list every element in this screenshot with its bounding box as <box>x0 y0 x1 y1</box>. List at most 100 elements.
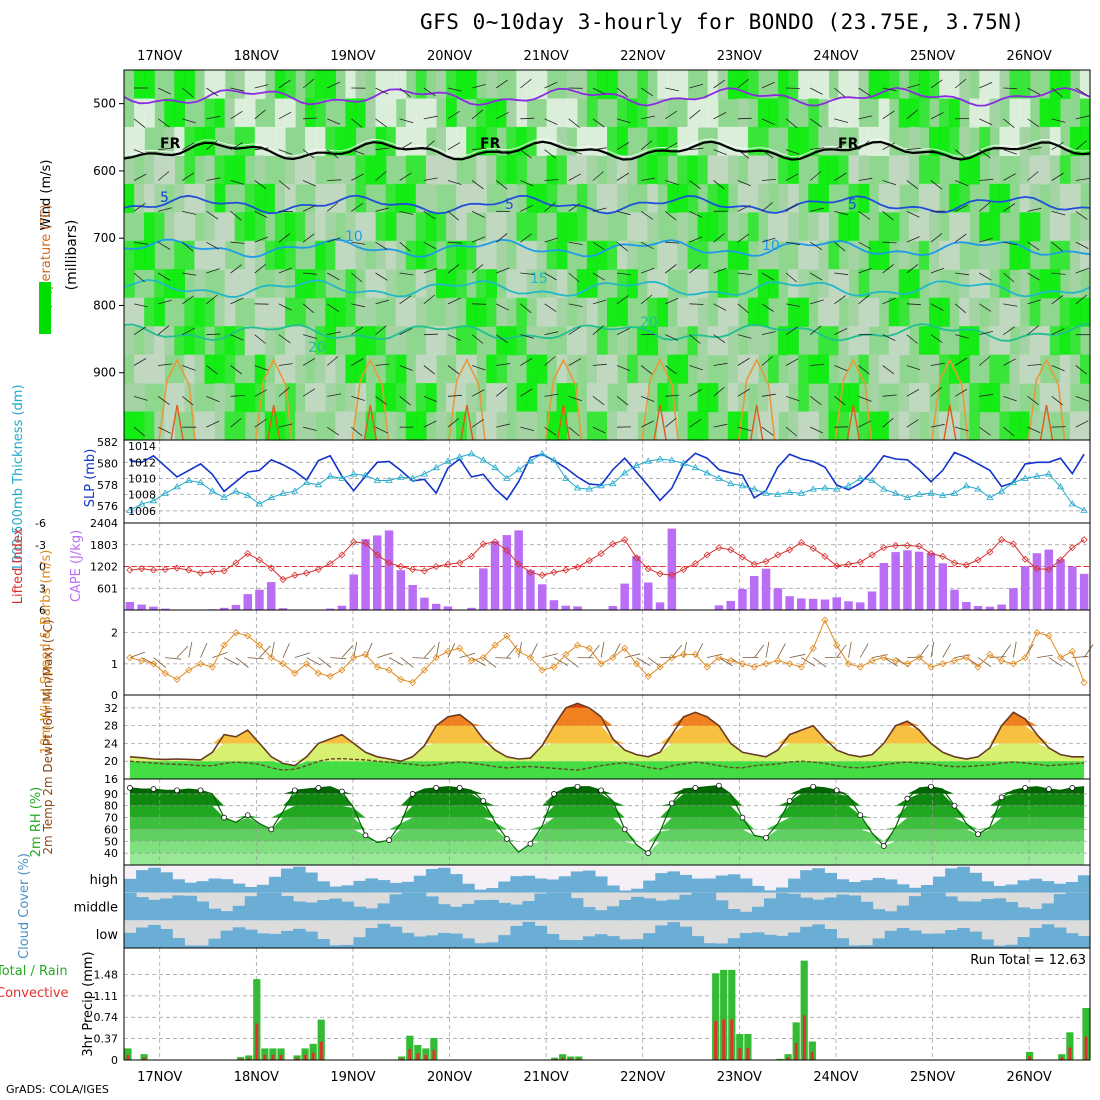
rh-point <box>315 785 322 791</box>
cloud-bar <box>908 887 922 893</box>
rh-cell <box>596 411 608 441</box>
wind-barb <box>761 331 776 336</box>
wind-speed-point <box>491 641 499 649</box>
rh-cell <box>939 383 950 413</box>
thickness-point <box>408 474 417 481</box>
cloud-bar <box>582 907 596 921</box>
wind-barb <box>1036 654 1053 658</box>
rh-cell <box>596 354 608 384</box>
cape-bar <box>773 588 783 610</box>
wind-barb <box>157 171 170 181</box>
date-label-bottom: 26NOV <box>1007 1070 1052 1085</box>
wind-barb <box>592 396 605 406</box>
rh-cell <box>929 212 940 242</box>
wind-barb <box>206 140 218 150</box>
rh-cell <box>164 269 175 299</box>
cloud-bar <box>196 945 209 948</box>
rh-cell <box>556 297 568 327</box>
wind-barb <box>496 149 510 155</box>
rh-cell <box>858 269 870 299</box>
cloud-bar <box>546 892 560 921</box>
rh-point <box>197 787 204 794</box>
rh-cell <box>536 70 548 100</box>
rh-cell <box>254 126 266 156</box>
rh-cell <box>607 183 618 213</box>
rh-cell <box>808 411 819 441</box>
rh-cell <box>144 411 155 441</box>
rh-cell <box>506 155 518 185</box>
cloud-bar <box>220 879 234 893</box>
wind-barb <box>979 394 994 397</box>
lifted-index-point <box>621 536 629 544</box>
wind-barb <box>399 295 412 305</box>
wind-speed-point <box>361 650 370 659</box>
contour-label: 20 <box>640 315 658 331</box>
cape-bar <box>1021 566 1030 610</box>
rh-cell <box>1039 383 1051 413</box>
rh-band <box>129 793 1085 806</box>
rh-cell <box>1019 155 1031 185</box>
rh-point <box>833 787 840 794</box>
wind-barb <box>495 386 508 397</box>
rh-cell <box>556 269 568 299</box>
rh-cell <box>999 183 1011 213</box>
cloud-bar <box>619 939 632 948</box>
wind-barb <box>447 110 460 120</box>
rh-cell <box>305 383 316 413</box>
precip-bar <box>551 1057 559 1060</box>
rh-cell <box>1069 183 1081 213</box>
convective-bar <box>311 1052 315 1060</box>
rh-cell <box>174 269 185 299</box>
y-tick-label-right: 1010 <box>128 472 156 485</box>
wind-barb <box>834 172 847 181</box>
temperature-band <box>129 703 1085 708</box>
rh-cell <box>244 212 256 242</box>
rh-cell <box>274 297 286 327</box>
cloud-bar <box>824 872 837 893</box>
wind-barb <box>616 272 631 276</box>
y-tick-label: 1.11 <box>94 990 119 1003</box>
wind-barb <box>459 652 476 658</box>
wind-barb <box>737 180 751 187</box>
lifted-index-point <box>962 561 970 569</box>
rh-cell <box>315 212 326 242</box>
rh-cell <box>456 126 467 156</box>
cape-bar <box>408 585 417 610</box>
cape-bar <box>1079 573 1089 610</box>
rh-cell <box>737 98 749 128</box>
wind-barb <box>303 117 318 120</box>
rh-cell <box>1079 240 1091 270</box>
rh-cell <box>425 212 437 242</box>
rh-cell <box>224 297 236 327</box>
rh-cell <box>194 326 206 356</box>
cloud-bar <box>148 867 161 893</box>
rh-cell <box>727 269 739 299</box>
rh-cell <box>516 70 528 100</box>
wind-barb <box>737 334 752 339</box>
rh-cell <box>264 383 276 413</box>
rh-cell <box>204 155 216 185</box>
rh-cell <box>164 212 175 242</box>
cape-bar <box>1068 566 1077 610</box>
rh-cell <box>395 354 407 384</box>
rh-cell <box>516 212 528 242</box>
y-axis-label-right: SLP (mb) <box>83 449 98 508</box>
rh-cell <box>898 411 910 441</box>
wind-barb <box>592 363 607 366</box>
wind-barb <box>761 303 774 312</box>
wind-speed-point <box>161 669 169 677</box>
cloud-bar <box>739 911 753 921</box>
rh-cell <box>1019 411 1031 441</box>
wind-barb <box>294 652 311 658</box>
cloud-bar <box>848 945 862 948</box>
rh-cell <box>757 411 769 441</box>
cloud-bar <box>413 936 427 948</box>
cape-bar <box>502 535 512 610</box>
wind-barb <box>810 87 823 95</box>
rh-cell <box>768 240 779 270</box>
wind-speed-point <box>244 632 252 640</box>
rh-cell <box>224 326 236 356</box>
isotherm-30 <box>363 404 377 441</box>
wind-barb <box>810 426 824 434</box>
cloud-bar <box>788 932 801 948</box>
